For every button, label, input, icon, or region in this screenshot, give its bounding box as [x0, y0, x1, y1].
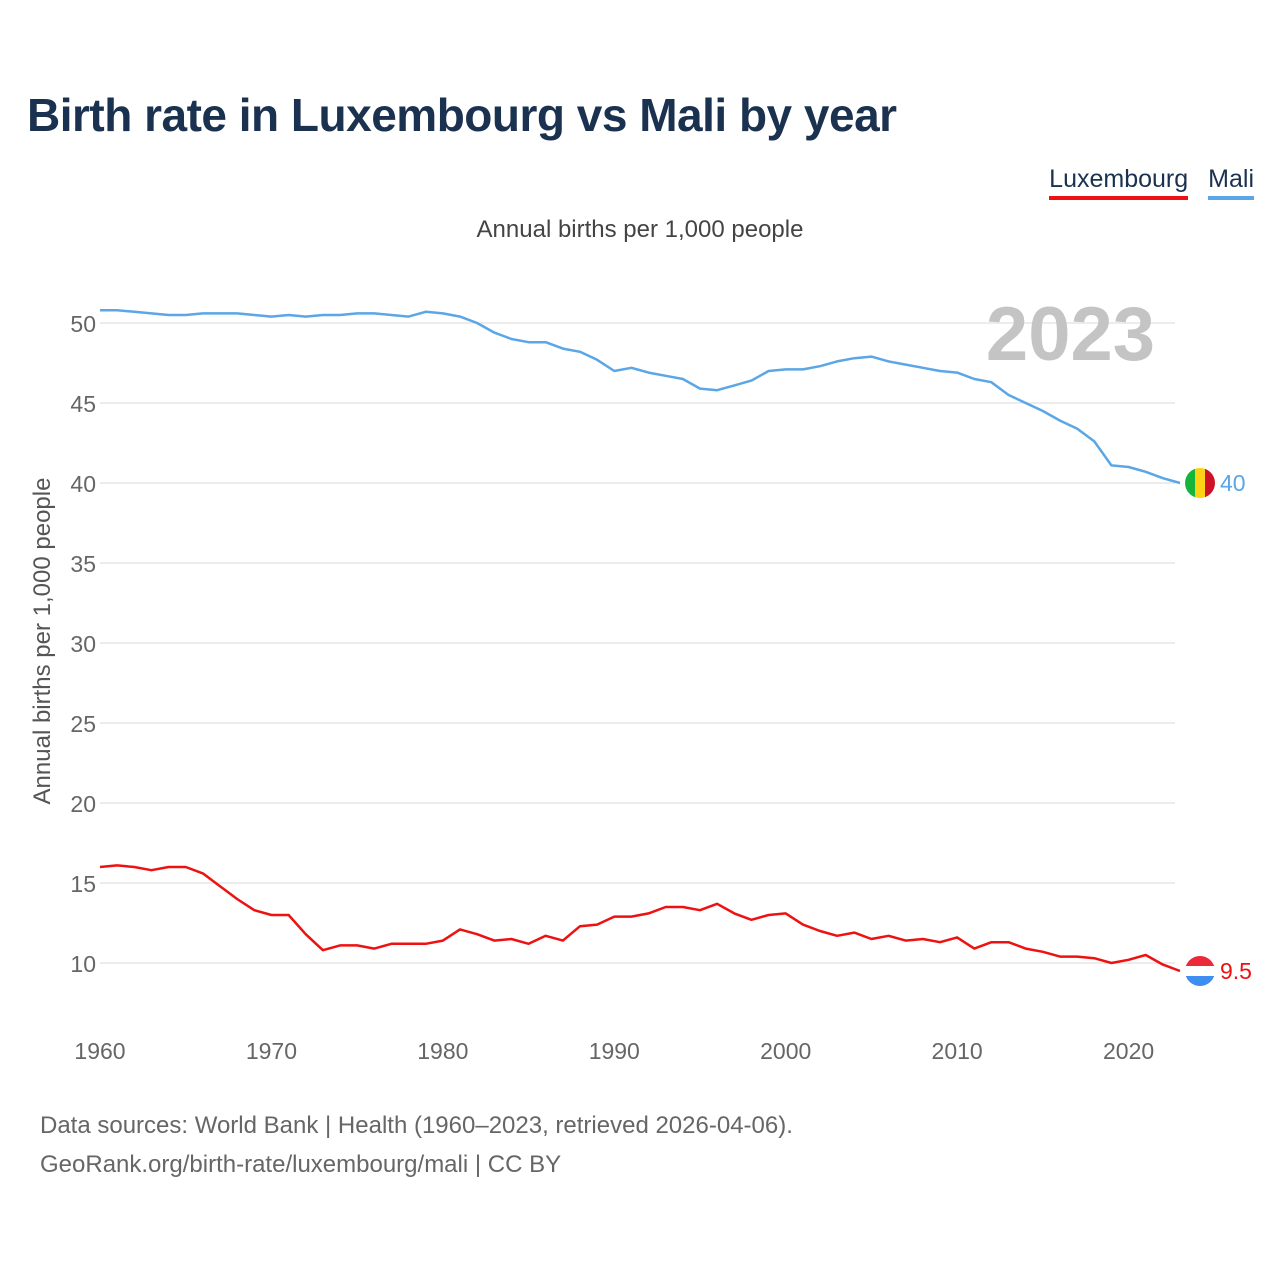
data-source-note: Data sources: World Bank | Health (1960–… — [40, 1112, 793, 1139]
chart-subtitle: Annual births per 1,000 people — [476, 216, 804, 243]
end-markers: 9.5 40 — [1185, 468, 1252, 986]
series-layer — [99, 308, 1181, 973]
x-tick-label: 1970 — [246, 1038, 297, 1064]
legend: Luxembourg Mali — [1049, 165, 1254, 200]
x-tick-label: 1980 — [417, 1038, 468, 1064]
y-tick-label: 10 — [70, 951, 96, 977]
grid-layer — [100, 322, 1175, 964]
y-tick-labels: 10 15 20 25 30 35 40 45 50 — [70, 311, 96, 977]
footer: Data sources: World Bank | Health (1960–… — [40, 1106, 793, 1184]
x-tick-label: 2010 — [932, 1038, 983, 1064]
end-label-luxembourg: 9.5 — [1220, 958, 1252, 984]
y-tick-label: 20 — [70, 791, 96, 817]
y-tick-label: 15 — [70, 871, 96, 897]
flag-luxembourg-icon — [1185, 956, 1215, 986]
year-watermark: 2023 — [986, 292, 1155, 377]
y-tick-label: 35 — [70, 551, 96, 577]
x-tick-label: 2020 — [1103, 1038, 1154, 1064]
x-tick-label: 2000 — [760, 1038, 811, 1064]
x-tick-labels: 1960 1970 1980 1990 2000 2010 2020 — [74, 1038, 1154, 1064]
x-tick-label: 1990 — [589, 1038, 640, 1064]
y-tick-label: 30 — [70, 631, 96, 657]
y-axis-label: Annual births per 1,000 people — [29, 478, 56, 805]
legend-item-luxembourg[interactable]: Luxembourg — [1049, 165, 1189, 200]
series-line-mali — [100, 308, 1181, 485]
y-tick-label: 25 — [70, 711, 96, 737]
end-label-mali: 40 — [1220, 470, 1246, 496]
series-line-luxembourg — [99, 864, 1181, 973]
source-link[interactable]: GeoRank.org/birth-rate/luxembourg/mali |… — [40, 1151, 562, 1178]
legend-item-mali[interactable]: Mali — [1208, 165, 1254, 200]
x-tick-label: 1960 — [74, 1038, 125, 1064]
chart-title: Birth rate in Luxembourg vs Mali by year — [27, 89, 897, 141]
y-tick-label: 45 — [70, 391, 96, 417]
y-tick-label: 50 — [70, 311, 96, 337]
flag-mali-icon — [1185, 468, 1215, 498]
y-tick-label: 40 — [70, 471, 96, 497]
